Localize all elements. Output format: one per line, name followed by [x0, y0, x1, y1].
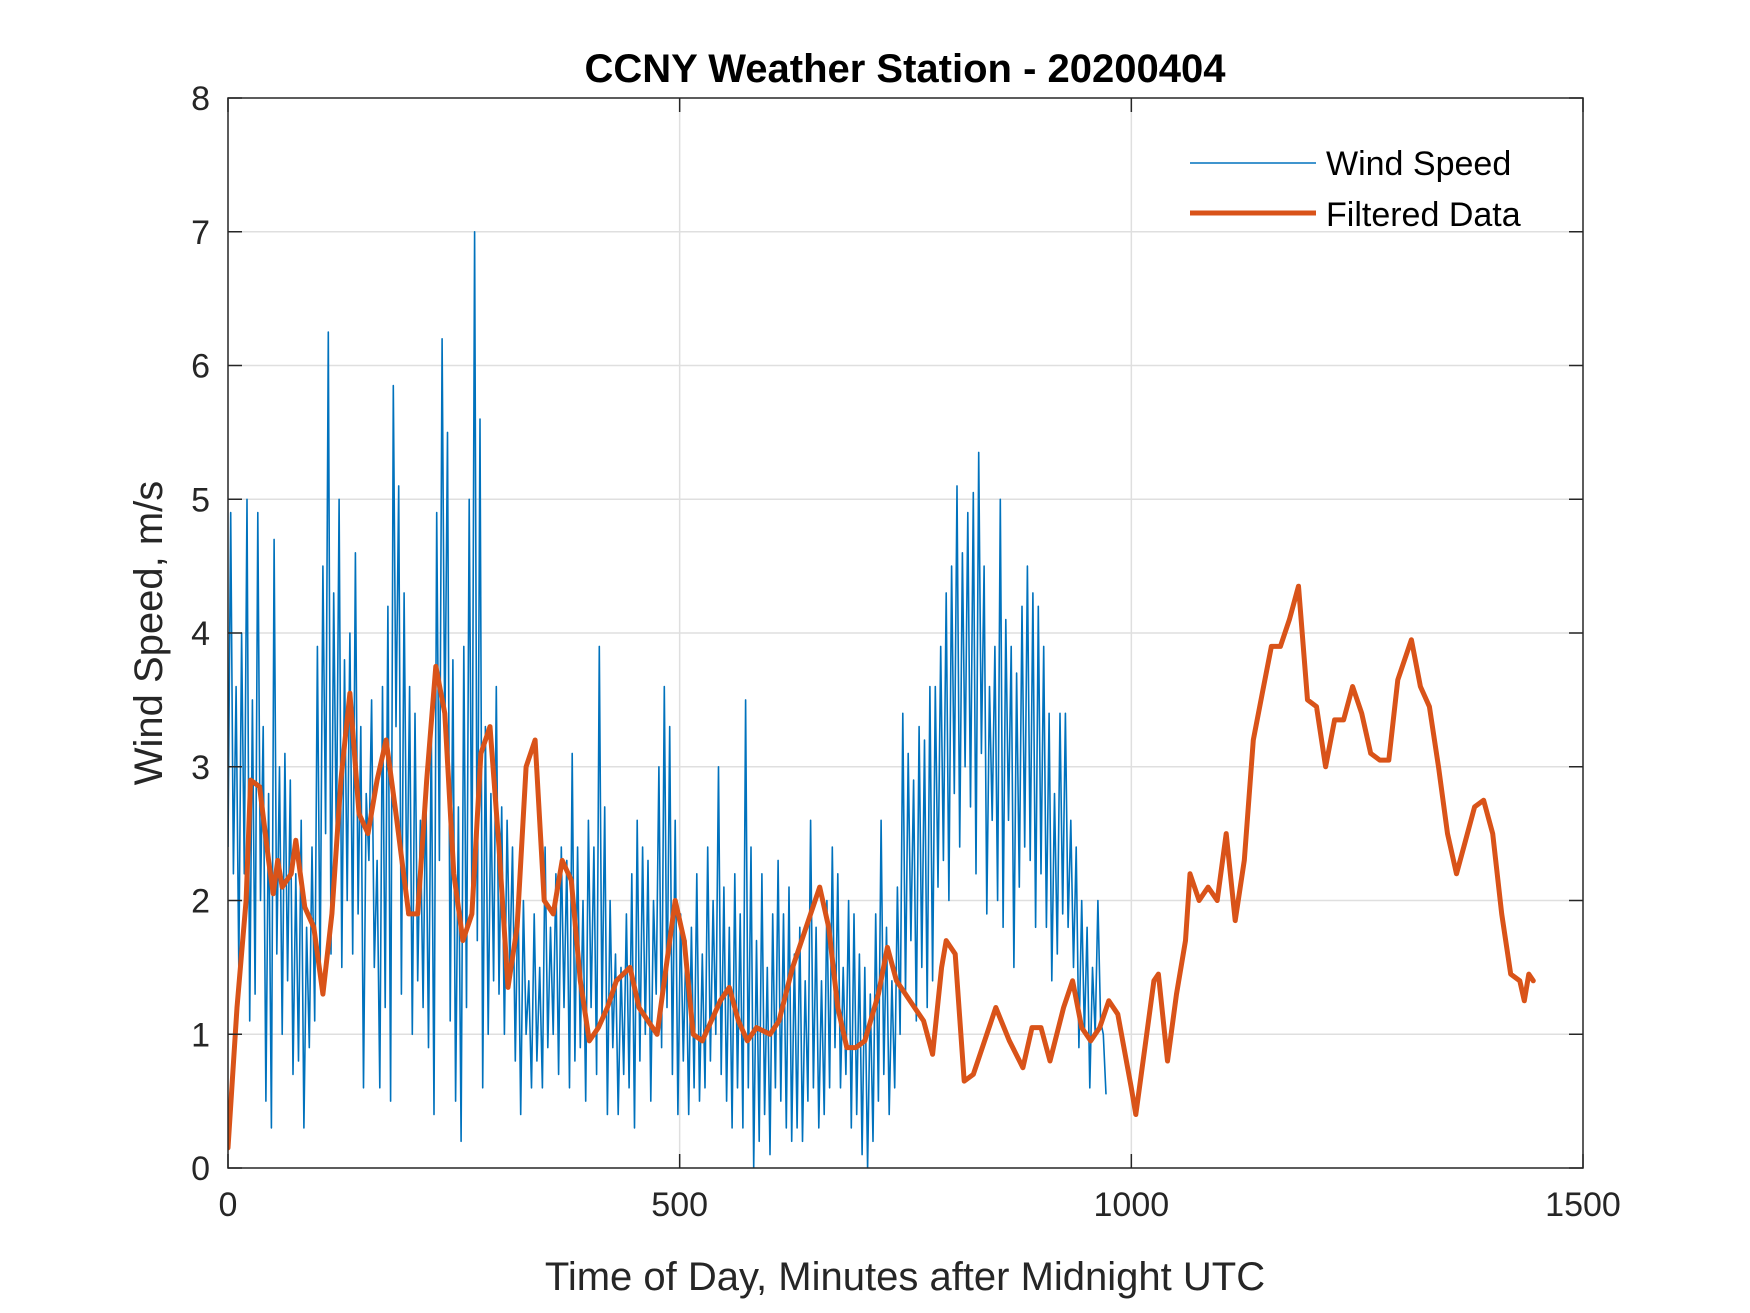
wind-speed-series-line	[228, 231, 1107, 1168]
y-axis-label: Wind Speed, m/s	[127, 481, 171, 786]
y-tick-label: 2	[191, 883, 210, 921]
chart-title: CCNY Weather Station - 20200404	[585, 47, 1227, 91]
filtered-data-series-line	[228, 583, 1536, 1151]
y-tick-label: 3	[191, 749, 210, 787]
x-tick-label: 1000	[1094, 1186, 1170, 1224]
y-tick-label: 7	[191, 214, 210, 252]
y-tick-label: 5	[191, 481, 210, 519]
y-tick-label: 8	[191, 80, 210, 118]
y-tick-labels: 0 1 2 3 4 5 6 7 8	[191, 80, 210, 1188]
x-tick-label: 1500	[1545, 1186, 1621, 1224]
y-tick-label: 1	[191, 1016, 210, 1054]
x-axis-label: Time of Day, Minutes after Midnight UTC	[545, 1255, 1265, 1299]
legend-label-filtered-data: Filtered Data	[1326, 196, 1521, 234]
x-tick-label: 0	[219, 1186, 238, 1224]
x-tick-label: 500	[651, 1186, 708, 1224]
x-tick-labels: 0 500 1000 1500	[219, 1186, 1621, 1224]
legend-label-wind-speed: Wind Speed	[1326, 145, 1511, 183]
y-tick-label: 0	[191, 1150, 210, 1188]
y-tick-label: 6	[191, 348, 210, 386]
legend: Wind Speed Filtered Data	[1190, 145, 1521, 234]
y-tick-label: 4	[191, 615, 210, 653]
axis-ticks	[227, 97, 1584, 1169]
